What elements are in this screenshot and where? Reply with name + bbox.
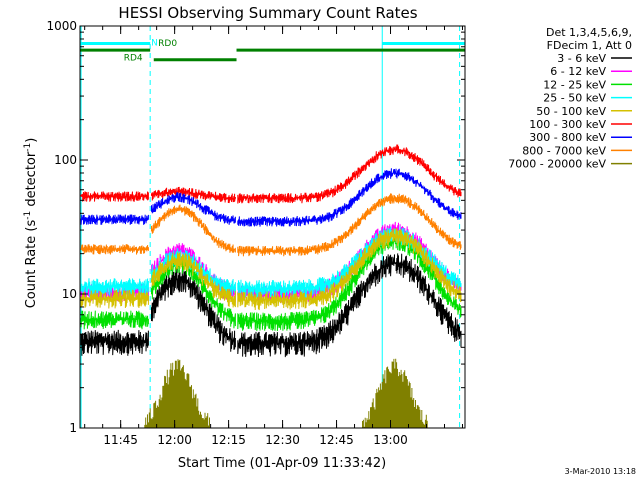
legend-label-6: 100 - 300 keV	[529, 118, 606, 131]
legend-label-5: 50 - 100 keV	[536, 105, 606, 118]
x-tick-label-3: 12:15	[211, 433, 246, 447]
legend-label-8: 800 - 7000 keV	[522, 144, 606, 157]
legend-label-4: 25 - 50 keV	[543, 92, 606, 105]
flag-label-rd4: RD4	[124, 54, 143, 64]
x-tick-label-5: 12:45	[319, 433, 354, 447]
y-tick-label-4: 1000	[46, 19, 77, 33]
footer-date: 3-Mar-2010 13:18	[565, 467, 636, 476]
x-tick-label-4: 12:30	[265, 433, 300, 447]
legend-header-line-2: FDecim 1, Att 0	[547, 39, 632, 52]
series-line-6	[80, 144, 462, 204]
y-tick-label-3: 100	[54, 153, 77, 167]
y-axis-label-main: Count Rate (s	[24, 220, 39, 309]
legend-label-7: 300 - 800 keV	[529, 131, 606, 144]
series-line-7	[80, 168, 462, 227]
series-line-1	[80, 253, 462, 358]
x-tick-label-2: 12:00	[157, 433, 192, 447]
series-line-5	[80, 228, 462, 311]
y-axis-label-sup2: -1	[23, 143, 33, 152]
legend-label-3: 12 - 25 keV	[543, 78, 606, 91]
y-tick-label-1: 1	[69, 421, 77, 435]
legend-header-line-1: Det 1,3,4,5,6,9,	[546, 26, 632, 39]
y-axis-label-mid: detector	[24, 151, 39, 211]
x-axis-label: Start Time (01-Apr-09 11:33:42)	[178, 456, 386, 471]
legend-label-1: 3 - 6 keV	[557, 52, 606, 65]
flag-label-n: N	[151, 39, 158, 49]
plot-frame	[79, 25, 466, 429]
series-line-3	[80, 232, 462, 332]
series-line-9	[144, 358, 428, 428]
x-tick-label-6: 13:00	[373, 433, 408, 447]
flag-label-rd0: RD0	[158, 39, 177, 49]
y-axis-label-end: )	[24, 138, 39, 143]
x-tick-label-1: 11:45	[103, 433, 138, 447]
y-axis-label-sup1: -1	[23, 211, 33, 220]
y-axis-label: Count Rate (s-1 detector-1)	[23, 138, 39, 309]
series-line-8	[80, 193, 462, 257]
legend-label-2: 6 - 12 keV	[550, 65, 606, 78]
y-tick-label-2: 10	[62, 287, 77, 301]
chart-title: HESSI Observing Summary Count Rates	[118, 4, 417, 22]
legend-label-9: 7000 - 20000 keV	[508, 158, 606, 171]
